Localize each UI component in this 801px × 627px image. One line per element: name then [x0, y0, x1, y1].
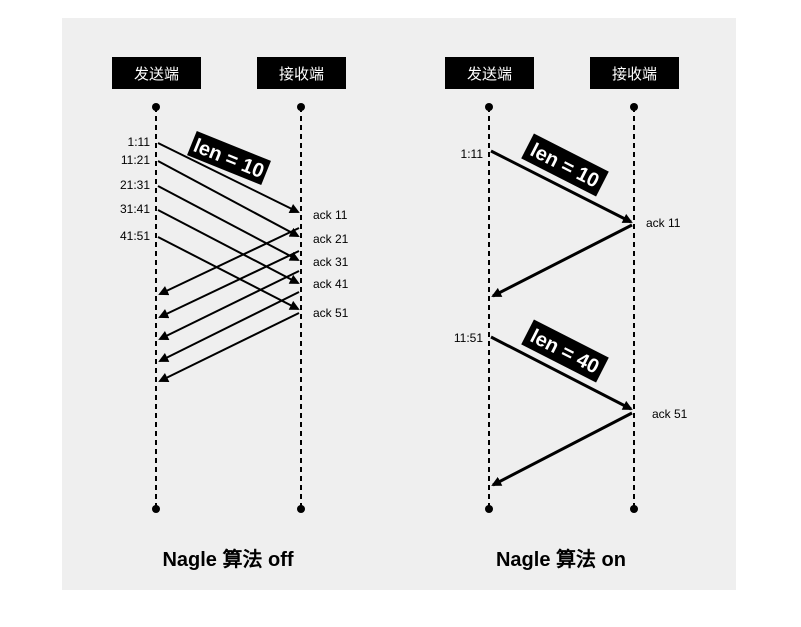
left-caption: Nagle 算法 off — [162, 547, 293, 571]
diagram-panel — [62, 18, 736, 590]
left-data-arrow-4 — [157, 209, 300, 284]
left-diagram: 发送端 接收端 1:11 11:21 21:31 31:41 41:51 len… — [112, 57, 349, 571]
left-seq-label-5: 41:51 — [120, 229, 150, 243]
right-seq-label-1: 1:11 — [461, 147, 484, 161]
left-ack-arrow-2 — [158, 250, 300, 319]
right-data-arrow-2 — [490, 335, 633, 411]
left-seq-label-1: 1:11 — [128, 135, 151, 149]
right-receiver-header — [590, 57, 679, 89]
left-receiver-header — [257, 57, 346, 89]
left-ack-label-4: ack 41 — [313, 277, 349, 291]
right-ack-label-2: ack 51 — [652, 407, 688, 421]
right-sender-header — [445, 57, 534, 89]
left-sender-label: 发送端 — [134, 66, 179, 83]
right-receiver-label: 接收端 — [612, 66, 657, 83]
left-data-arrow-1 — [157, 142, 300, 213]
right-len-badge-2: len = 40 — [521, 319, 609, 383]
left-ack-label-2: ack 21 — [313, 232, 349, 246]
right-ack-label-1: ack 11 — [646, 216, 681, 230]
left-ack-arrow-1 — [158, 227, 300, 296]
right-receiver-bottom-dot — [630, 505, 638, 513]
left-ack-label-3: ack 31 — [313, 255, 349, 269]
left-receiver-bottom-dot — [297, 505, 305, 513]
left-data-arrow-5 — [157, 236, 300, 310]
right-sender-label: 发送端 — [467, 66, 512, 83]
left-seq-label-4: 31:41 — [120, 202, 150, 216]
left-ack-arrow-4 — [158, 291, 300, 362]
left-seq-label-2: 11:21 — [121, 153, 150, 167]
right-caption: Nagle 算法 on — [496, 547, 626, 571]
right-seq-label-2: 11:51 — [454, 331, 483, 345]
left-ack-arrow-3 — [158, 270, 300, 340]
left-sender-bottom-dot — [152, 505, 160, 513]
left-ack-label-5: ack 51 — [313, 306, 349, 320]
left-ack-label-1: ack 11 — [313, 208, 348, 222]
left-ack-arrow-5 — [158, 312, 300, 382]
right-data-arrow-1 — [490, 149, 633, 224]
right-diagram: 发送端 接收端 1:11 len = 10 ack 11 11:51 len =… — [445, 57, 688, 571]
left-sender-header — [112, 57, 201, 89]
left-receiver-label: 接收端 — [279, 66, 324, 83]
right-sender-bottom-dot — [485, 505, 493, 513]
right-ack-arrow-1 — [491, 223, 633, 298]
left-len-label: len = 10 — [190, 135, 267, 183]
left-data-arrow-2 — [157, 160, 300, 237]
left-data-arrow-3 — [157, 185, 300, 261]
right-ack-arrow-2 — [491, 411, 633, 487]
left-seq-label-3: 21:31 — [120, 178, 150, 192]
